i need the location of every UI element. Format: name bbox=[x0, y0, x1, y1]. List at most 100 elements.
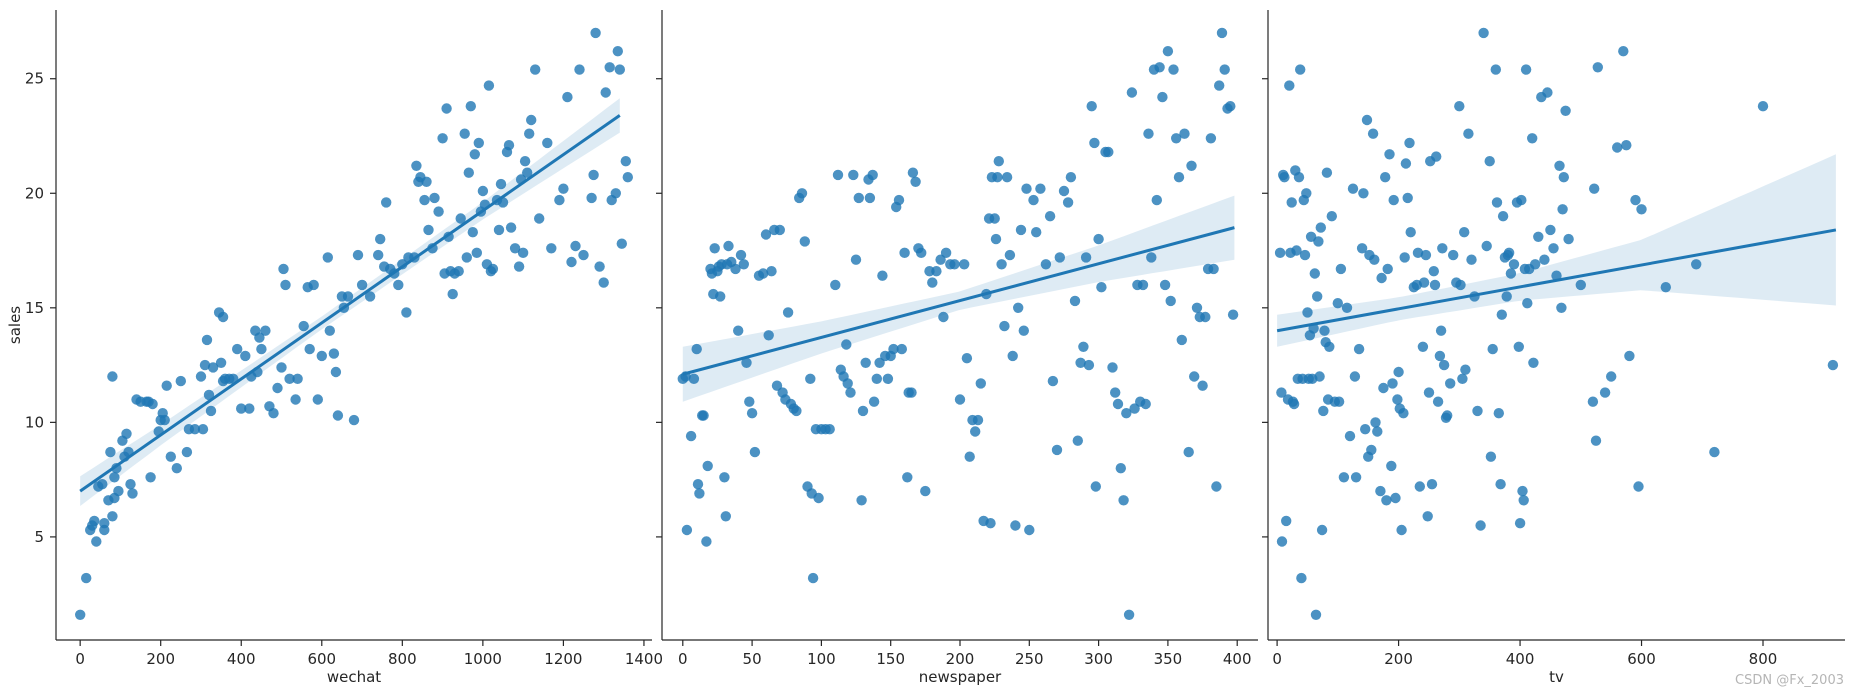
scatter-point bbox=[927, 277, 938, 288]
scatter-point bbox=[746, 408, 758, 419]
scatter-point bbox=[1211, 481, 1222, 492]
scatter-point bbox=[771, 380, 783, 391]
scatter-point bbox=[1358, 188, 1369, 199]
scatter-point bbox=[1501, 291, 1512, 302]
scatter-point bbox=[566, 256, 577, 268]
scatter-point bbox=[612, 46, 623, 57]
scatter-point bbox=[256, 343, 267, 355]
scatter-point bbox=[215, 357, 227, 368]
scatter-point bbox=[1200, 311, 1211, 323]
scatter-point bbox=[949, 259, 960, 270]
x-axis-label: wechat bbox=[327, 668, 381, 686]
scatter-point bbox=[1556, 302, 1567, 313]
regression-line bbox=[79, 114, 621, 493]
scatter-point bbox=[1151, 194, 1163, 206]
scatter-point bbox=[181, 446, 193, 458]
scatter-point bbox=[1047, 375, 1059, 387]
scatter-point bbox=[1399, 252, 1410, 263]
scatter-point bbox=[1624, 350, 1635, 362]
scatter-point bbox=[1284, 80, 1295, 91]
scatter-point bbox=[1123, 609, 1135, 620]
scatter-point bbox=[744, 396, 755, 407]
x-tick-label: 100 bbox=[807, 650, 836, 668]
scatter-point bbox=[1432, 396, 1444, 407]
scatter-point bbox=[1392, 394, 1403, 405]
scatter-point bbox=[1010, 520, 1021, 531]
scatter-point bbox=[1472, 405, 1483, 417]
scatter-point bbox=[1044, 211, 1056, 222]
x-tick-label: 0 bbox=[678, 650, 688, 668]
scatter-point bbox=[931, 266, 942, 277]
scatter-point bbox=[698, 410, 709, 421]
scatter-point bbox=[782, 307, 794, 318]
scatter-point bbox=[1281, 515, 1292, 527]
scatter-point bbox=[517, 247, 529, 258]
x-tick-label: 200 bbox=[146, 650, 175, 668]
scatter-point bbox=[1366, 444, 1377, 456]
scatter-point bbox=[99, 518, 110, 529]
scatter-point bbox=[433, 206, 444, 217]
scatter-point bbox=[1618, 46, 1629, 57]
scatter-point bbox=[1466, 254, 1477, 265]
scatter-point bbox=[554, 194, 565, 206]
scatter-point bbox=[455, 213, 466, 224]
scatter-point bbox=[1286, 197, 1297, 208]
scatter-point bbox=[749, 446, 761, 458]
scatter-point bbox=[702, 460, 713, 472]
scatter-point bbox=[558, 183, 569, 194]
scatter-point bbox=[1315, 222, 1327, 233]
scatter-point bbox=[1349, 371, 1361, 382]
scatter-point bbox=[907, 167, 919, 178]
scatter-point bbox=[1514, 518, 1526, 529]
scatter-point bbox=[610, 188, 621, 199]
scatter-point bbox=[1590, 435, 1602, 446]
scatter-point bbox=[1018, 325, 1029, 336]
scatter-point bbox=[1299, 249, 1311, 261]
scatter-point bbox=[899, 247, 910, 258]
scatter-point bbox=[586, 192, 597, 204]
scatter-point bbox=[848, 169, 859, 181]
scatter-point bbox=[681, 524, 693, 536]
scatter-point bbox=[1316, 524, 1328, 536]
scatter-point bbox=[441, 103, 452, 114]
scatter-point bbox=[272, 382, 283, 394]
scatter-point bbox=[487, 263, 499, 275]
scatter-point bbox=[1539, 254, 1550, 265]
scatter-point bbox=[1386, 460, 1397, 472]
scatter-point bbox=[1208, 263, 1219, 275]
scatter-point bbox=[1558, 172, 1570, 183]
scatter-point bbox=[594, 261, 605, 272]
scatter-point bbox=[993, 156, 1004, 167]
scatter-point bbox=[1827, 359, 1839, 371]
scatter-point bbox=[763, 330, 774, 341]
scatter-point bbox=[989, 213, 1000, 224]
scatter-point bbox=[429, 192, 440, 204]
scatter-point bbox=[1078, 341, 1089, 352]
scatter-point bbox=[964, 451, 975, 462]
scatter-point bbox=[201, 334, 213, 346]
scatter-point bbox=[1176, 334, 1188, 346]
x-tick-label: 150 bbox=[876, 650, 905, 668]
scatter-point bbox=[1497, 211, 1509, 222]
scatter-point bbox=[1393, 366, 1404, 378]
scatter-point bbox=[1013, 302, 1024, 313]
scatter-point bbox=[906, 387, 917, 398]
scatter-point bbox=[1146, 252, 1157, 263]
scatter-point bbox=[1454, 101, 1465, 112]
scatter-point bbox=[774, 224, 785, 236]
scatter-point bbox=[503, 140, 515, 151]
scatter-point bbox=[463, 167, 474, 178]
scatter-point bbox=[758, 268, 769, 279]
scatter-point bbox=[1276, 387, 1287, 398]
scatter-point bbox=[1426, 479, 1438, 490]
scatter-point bbox=[1557, 204, 1568, 215]
scatter-point bbox=[1378, 382, 1389, 394]
scatter-point bbox=[324, 325, 335, 336]
scatter-point bbox=[421, 176, 432, 187]
scatter-point bbox=[159, 414, 170, 426]
scatter-point bbox=[437, 133, 448, 144]
scatter-point bbox=[853, 192, 864, 204]
scatter-point bbox=[1001, 172, 1013, 183]
scatter-point bbox=[902, 472, 913, 483]
scatter-point bbox=[1418, 277, 1430, 288]
